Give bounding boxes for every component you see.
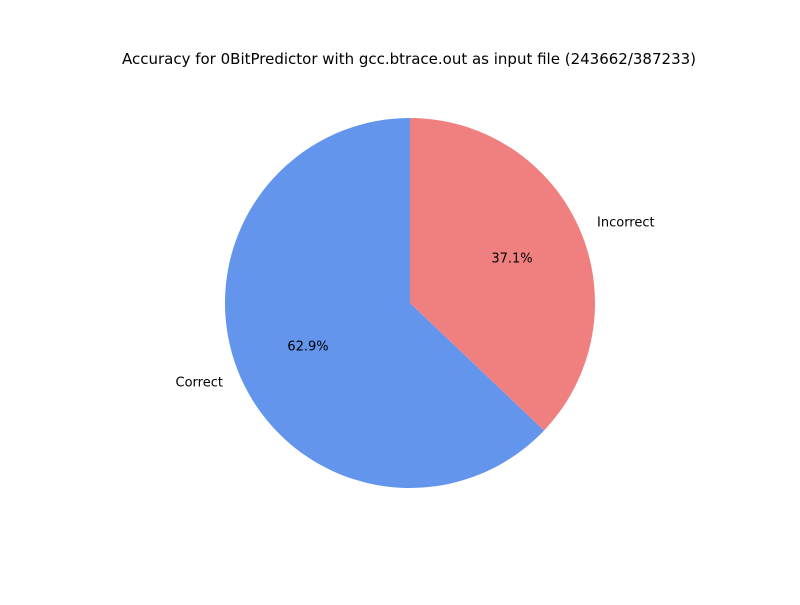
slice-percent-incorrect: 37.1% <box>491 252 532 267</box>
pie-labels: Correct 62.9% Incorrect 37.1% <box>176 215 655 390</box>
pie-slice-incorrect <box>410 118 596 431</box>
chart-title: Accuracy for 0BitPredictor with gcc.btra… <box>122 50 696 68</box>
slice-percent-correct: 62.9% <box>287 339 328 354</box>
pie-slice-correct <box>225 118 545 489</box>
pie-slices <box>225 118 596 489</box>
slice-label-correct: Correct <box>176 376 223 391</box>
slice-label-incorrect: Incorrect <box>597 215 655 230</box>
